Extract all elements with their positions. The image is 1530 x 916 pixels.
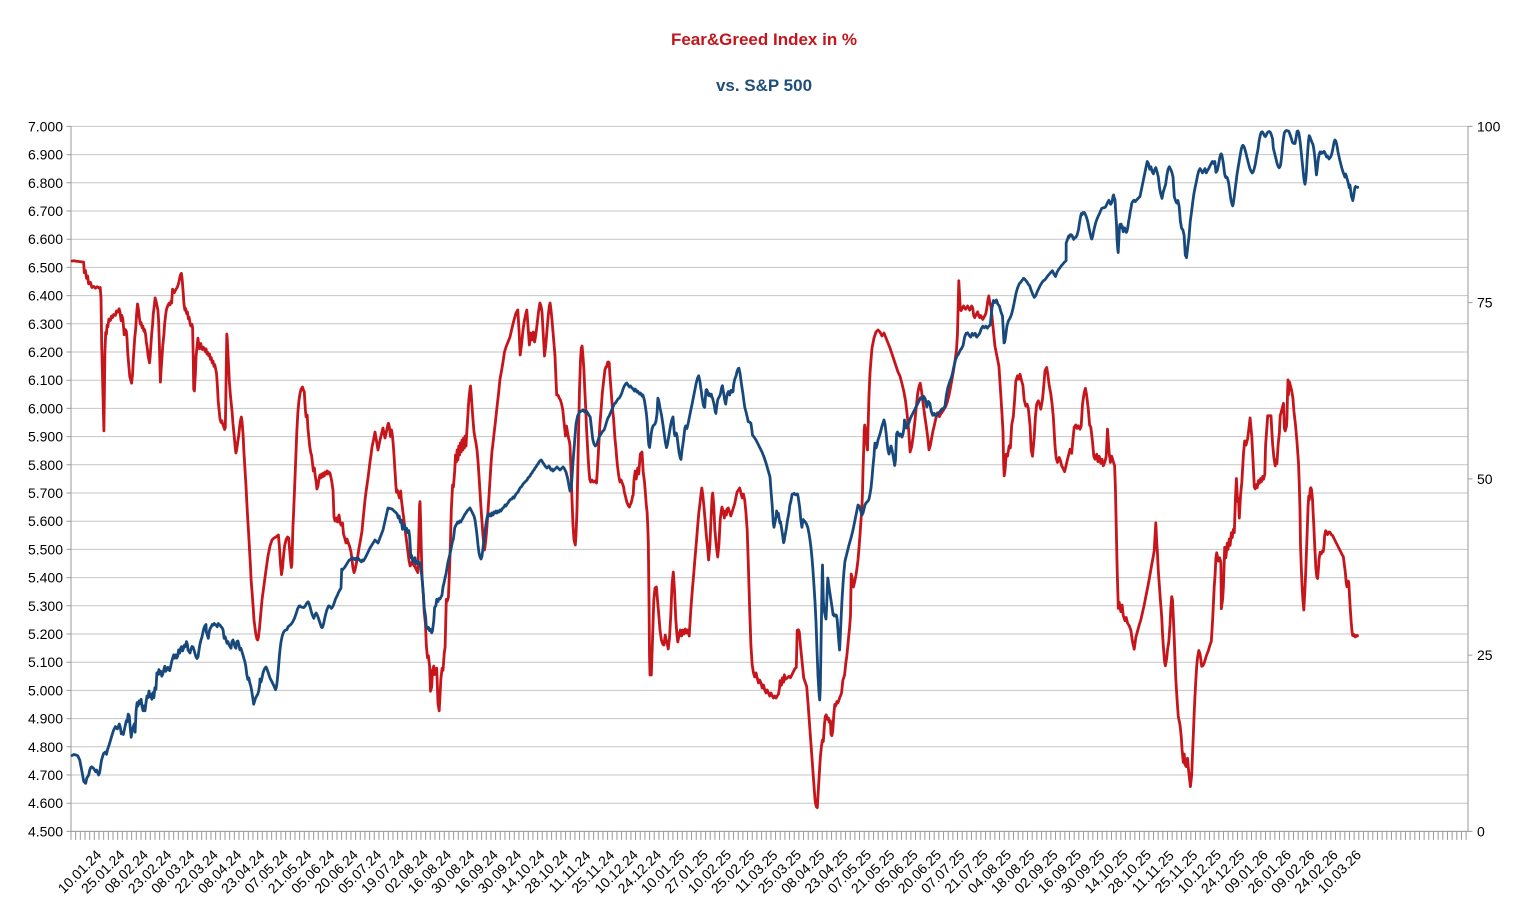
svg-text:6.400: 6.400 <box>28 288 63 304</box>
svg-text:6.600: 6.600 <box>28 231 63 247</box>
svg-text:4.900: 4.900 <box>28 711 63 727</box>
svg-text:6.100: 6.100 <box>28 372 63 388</box>
svg-text:6.300: 6.300 <box>28 316 63 332</box>
svg-text:4.600: 4.600 <box>28 795 63 811</box>
svg-text:4.800: 4.800 <box>28 739 63 755</box>
svg-text:vs. S&P 500: vs. S&P 500 <box>716 76 812 95</box>
svg-text:100: 100 <box>1477 118 1501 134</box>
svg-text:5.500: 5.500 <box>28 541 63 557</box>
svg-text:0: 0 <box>1477 823 1485 839</box>
svg-text:7.000: 7.000 <box>28 118 63 134</box>
svg-text:5.900: 5.900 <box>28 429 63 445</box>
svg-text:6.500: 6.500 <box>28 259 63 275</box>
svg-text:6.200: 6.200 <box>28 344 63 360</box>
svg-text:25: 25 <box>1477 647 1493 663</box>
svg-text:75: 75 <box>1477 295 1493 311</box>
svg-text:5.100: 5.100 <box>28 654 63 670</box>
svg-text:5.800: 5.800 <box>28 457 63 473</box>
svg-text:5.000: 5.000 <box>28 682 63 698</box>
svg-text:5.300: 5.300 <box>28 598 63 614</box>
svg-text:5.400: 5.400 <box>28 570 63 586</box>
svg-text:4.700: 4.700 <box>28 767 63 783</box>
svg-text:4.500: 4.500 <box>28 823 63 839</box>
svg-text:6.700: 6.700 <box>28 203 63 219</box>
svg-text:6.900: 6.900 <box>28 147 63 163</box>
svg-text:5.200: 5.200 <box>28 626 63 642</box>
svg-text:Fear&Greed Index in %: Fear&Greed Index in % <box>671 30 857 49</box>
svg-text:6.800: 6.800 <box>28 175 63 191</box>
svg-text:5.700: 5.700 <box>28 485 63 501</box>
svg-text:50: 50 <box>1477 471 1493 487</box>
svg-text:5.600: 5.600 <box>28 513 63 529</box>
svg-text:6.000: 6.000 <box>28 400 63 416</box>
